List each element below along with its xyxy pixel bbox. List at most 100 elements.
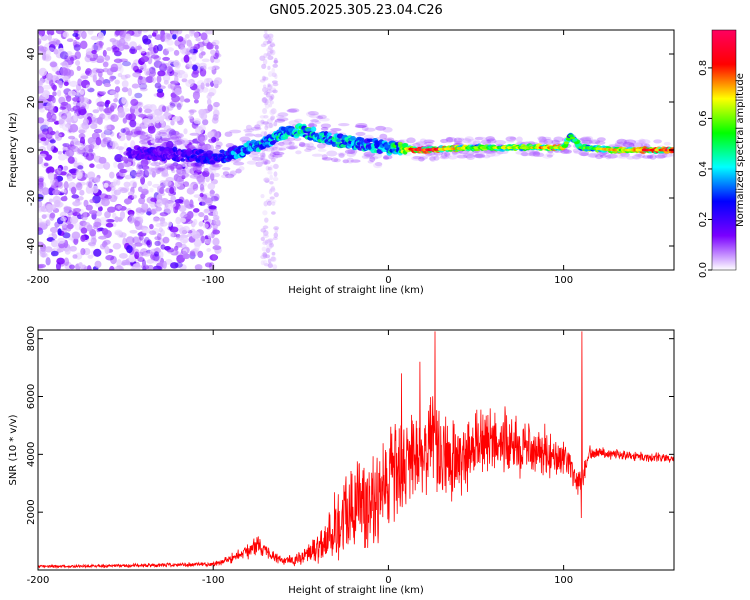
spectrogram-cell xyxy=(373,162,383,169)
spectrogram-cell xyxy=(333,158,341,163)
spectrogram-cell xyxy=(496,150,509,155)
spectrogram-cell xyxy=(149,201,156,208)
spectrogram-cell xyxy=(71,96,80,102)
spectrogram-cell xyxy=(38,85,44,94)
spectrogram-cell xyxy=(46,143,55,152)
spectrogram-cell xyxy=(318,117,330,122)
spectrogram-cell xyxy=(269,100,274,105)
spectrogram-cell xyxy=(151,170,156,178)
spectrogram-cell xyxy=(580,152,589,157)
spectrogram-cell xyxy=(158,227,163,233)
spectrogram-cell xyxy=(272,151,285,156)
spectrogram-cell xyxy=(261,97,267,103)
spectrogram-cell xyxy=(149,66,156,74)
spectrogram-cell xyxy=(263,259,268,266)
spectrogram-cell xyxy=(316,115,324,120)
spectrogram-cell xyxy=(238,166,245,171)
spectrogram-cell xyxy=(448,155,458,160)
spectrogram-cell xyxy=(101,240,108,248)
spectrogram-cell xyxy=(104,245,110,255)
spectrogram-cell xyxy=(563,141,569,145)
spectrogram-cell xyxy=(189,48,198,54)
spectrogram-cell xyxy=(88,241,96,247)
spectrogram-cell xyxy=(124,74,131,79)
spectrogram-cell xyxy=(75,182,83,191)
spectrogram-cell xyxy=(63,181,69,190)
spectrogram-cell xyxy=(159,133,171,137)
spectrogram-cell xyxy=(215,141,223,147)
spectrogram-cell xyxy=(174,87,182,96)
spectrogram-cell xyxy=(160,120,166,128)
spectrogram-cell xyxy=(127,191,134,197)
spectrogram-cell xyxy=(270,148,275,154)
spectrogram-cell xyxy=(143,131,149,137)
spectrogram-cell xyxy=(204,197,213,204)
spectrogram-cell xyxy=(255,161,263,168)
spectrogram-cell xyxy=(327,132,332,137)
spectrogram-cell xyxy=(166,165,175,171)
spectrogram-cell xyxy=(199,43,204,52)
spectrogram-cell xyxy=(65,60,72,68)
spectrogram-cell xyxy=(657,152,668,159)
spectrogram-cell xyxy=(265,199,272,203)
spectrogram-cell xyxy=(209,164,221,171)
spectrogram-cell xyxy=(156,75,162,83)
spectrogram-cell xyxy=(128,216,135,224)
spectrogram-cell xyxy=(273,192,279,198)
spectrogram-cell xyxy=(585,135,594,142)
spectrogram-cell xyxy=(263,131,268,137)
spectrogram-cell xyxy=(259,79,266,83)
spectrogram-cell xyxy=(129,180,138,188)
spectrogram-cell xyxy=(67,90,77,97)
spectrogram-cell xyxy=(182,239,187,244)
colorbar-tick-label: 0.8 xyxy=(698,60,709,76)
spectrogram-cell xyxy=(194,264,203,270)
spectrogram-cell xyxy=(272,82,279,87)
spectrogram-cell xyxy=(174,75,179,84)
spectrogram-cell xyxy=(433,155,440,161)
spectrogram-cell xyxy=(357,137,365,141)
spectrogram-cell xyxy=(38,200,43,208)
spectrogram-cell xyxy=(103,82,111,88)
spectrogram-cell xyxy=(182,173,190,177)
spectrogram-cell xyxy=(133,32,141,38)
spectrogram-cell xyxy=(186,161,195,168)
spectrogram-cell xyxy=(51,96,56,104)
spectrogram-cell xyxy=(90,35,100,41)
spectrogram-cell xyxy=(262,241,268,246)
spectrogram-cell xyxy=(286,137,296,142)
spectrogram-cell xyxy=(158,104,167,113)
spectrogram-cell xyxy=(424,141,434,146)
snr-xtick-label: -100 xyxy=(202,575,225,586)
spectrogram-cell xyxy=(639,139,651,145)
spectrogram-cell xyxy=(180,158,186,162)
spectrogram-cell xyxy=(140,55,150,63)
spectrogram-cell xyxy=(121,86,129,93)
colorbar-label: Normalized spectral amplitude xyxy=(735,73,746,227)
spectrogram-cell xyxy=(102,137,109,145)
spectrogram-cell xyxy=(103,182,109,188)
spectrogram-cell xyxy=(173,59,180,68)
colorbar-gradient xyxy=(711,29,737,271)
spectrogram-cell xyxy=(145,51,150,57)
spectrogram-cell xyxy=(159,187,165,195)
spectrogram-cell xyxy=(134,220,140,227)
spectrogram-cell xyxy=(551,139,560,145)
spectrogram-cell xyxy=(193,194,201,198)
spectrogram-cell xyxy=(260,158,266,163)
spectrogram-cell xyxy=(193,118,202,125)
spectrogram-cell xyxy=(128,211,135,217)
spectrogram-ytick-label: 40 xyxy=(26,48,37,61)
spectrogram-cell xyxy=(244,133,256,137)
spectrogram-cell xyxy=(114,153,124,163)
spectrogram-cell xyxy=(42,84,51,90)
spectrogram-cell xyxy=(160,229,165,237)
spectrogram-cell xyxy=(320,123,332,129)
spectrogram-cell xyxy=(269,181,274,185)
spectrogram-cell xyxy=(222,171,230,176)
spectrogram-cell xyxy=(68,135,76,140)
spectrogram-cell xyxy=(48,198,53,203)
spectrogram-cell xyxy=(444,153,452,158)
spectrogram-cell xyxy=(132,71,141,78)
